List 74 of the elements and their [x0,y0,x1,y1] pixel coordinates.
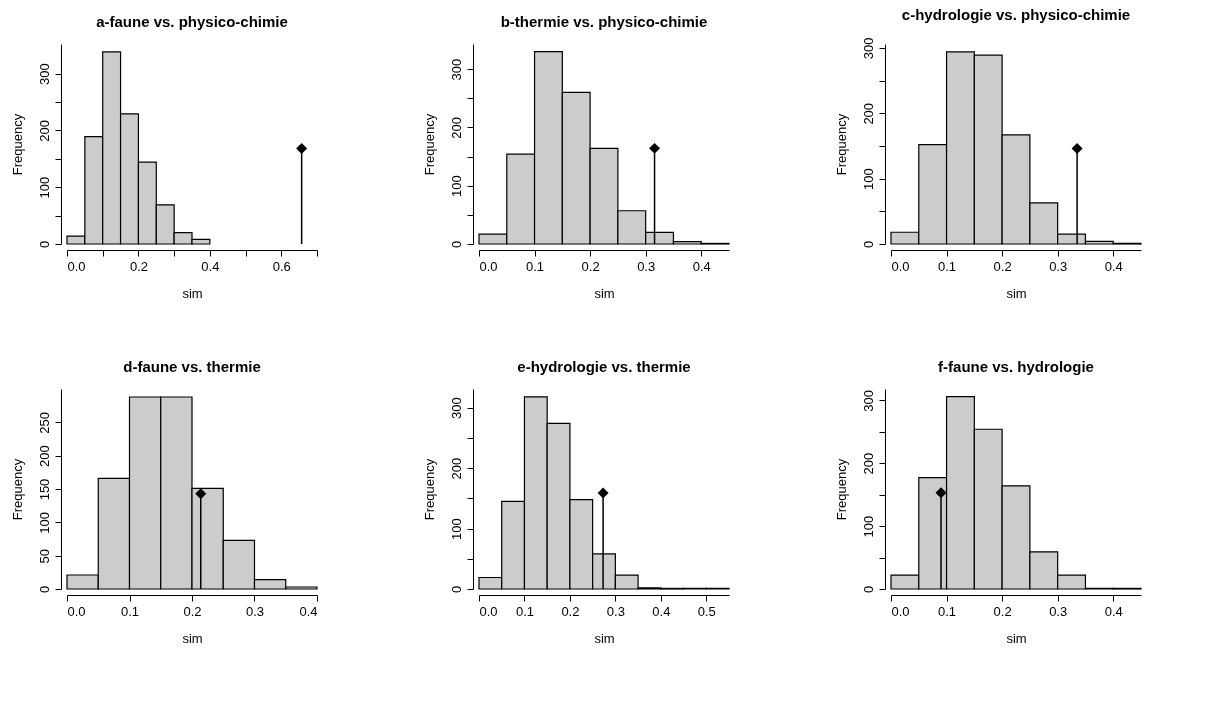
x-tick-label: 0.0 [67,603,86,619]
y-tick-label: 250 [36,411,52,434]
y-axis-title: Frequency [421,458,437,521]
y-axis-title: Frequency [421,113,437,176]
x-tick-label: 0.3 [245,603,265,619]
y-tick-label: 200 [860,102,876,125]
y-axis-title: Frequency [9,458,25,521]
x-tick-label: 0.4 [201,258,220,274]
x-axis-title: sim [594,630,615,646]
y-tick-label: 50 [36,548,52,564]
x-tick-label: 0.5 [697,603,716,619]
chart-title: e-hydrologie vs. thermie [517,358,691,375]
x-tick-label: 0.4 [652,603,671,619]
x-tick-label: 0.1 [515,603,534,619]
y-tick-label: 300 [36,63,52,85]
x-tick-label: 0.4 [1104,603,1123,619]
chart-title: d-faune vs. thermie [123,358,261,375]
y-tick-label: 200 [860,452,876,475]
x-tick-label: 0.1 [938,258,957,274]
y-tick-label: 200 [448,117,464,139]
x-axis-title: sim [182,285,203,301]
y-tick-label: 0 [448,240,464,249]
y-tick-label: 100 [36,511,52,534]
x-tick-label: 0.0 [891,603,910,619]
y-tick-label: 100 [36,176,52,199]
x-axis-title: sim [594,285,615,301]
y-tick-label: 300 [448,397,464,420]
y-tick-label: 300 [448,58,464,81]
x-tick-label: 0.4 [692,258,711,274]
chart-title: b-thermie vs. physico-chimie [500,13,708,30]
x-tick-label: 0.3 [1049,258,1068,274]
x-tick-label: 0.4 [299,603,318,619]
x-axis-title: sim [182,630,203,646]
y-axis-title: Frequency [9,113,25,176]
x-axis-title: sim [1006,285,1027,301]
chart-title: f-faune vs. hydrologie [938,358,1094,375]
y-tick-label: 200 [36,120,52,142]
x-tick-label: 0.2 [561,603,580,619]
x-tick-label: 0.2 [993,603,1012,619]
y-tick-label: 0 [860,585,876,594]
y-tick-label: 100 [860,168,876,190]
x-tick-label: 0.3 [637,258,656,274]
x-tick-label: 0.2 [129,258,148,274]
y-tick-label: 300 [860,389,876,412]
x-tick-label: 0.0 [479,258,498,274]
y-axis-title: Frequency [833,458,849,521]
y-tick-label: 100 [448,175,464,198]
x-tick-label: 0.2 [183,603,202,619]
x-tick-label: 0.6 [272,258,291,274]
x-tick-label: 0.0 [891,258,910,274]
x-tick-label: 0.0 [479,603,498,619]
y-tick-label: 100 [860,515,876,538]
x-tick-label: 0.1 [120,603,140,619]
x-tick-label: 0.1 [526,258,545,274]
x-axis-title: sim [1006,630,1027,646]
x-tick-label: 0.3 [606,603,625,619]
x-tick-label: 0.2 [993,258,1012,274]
x-tick-label: 0.3 [1049,603,1068,619]
x-tick-label: 0.4 [1104,258,1123,274]
x-tick-label: 0.1 [938,603,957,619]
y-tick-label: 100 [448,518,464,540]
y-tick-label: 0 [860,240,876,249]
y-tick-label: 200 [36,445,52,468]
y-tick-label: 300 [860,37,876,60]
y-tick-label: 0 [36,585,52,594]
y-tick-label: 150 [36,478,52,501]
x-tick-label: 0.2 [581,258,600,274]
y-tick-label: 200 [448,457,464,480]
chart-title: c-hydrologie vs. physico-chimie [901,6,1131,24]
x-tick-label: 0.0 [67,258,86,274]
y-tick-label: 0 [36,240,52,249]
y-axis-title: Frequency [833,113,849,176]
y-tick-label: 0 [448,585,464,594]
chart-title: a-faune vs. physico-chimie [96,13,288,30]
